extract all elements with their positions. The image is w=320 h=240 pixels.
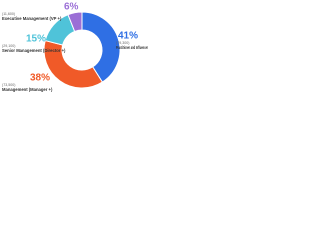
category-label: Management (Manager +) (2, 87, 53, 92)
category-label: Senior Management (Director +) (2, 48, 66, 53)
count-label: (29,100) (2, 44, 15, 48)
value-label: 38% (30, 73, 50, 84)
category-label: Executive Management (VP +) (2, 16, 62, 21)
value-label: 6% (64, 2, 79, 13)
value-label: 15% (26, 34, 46, 45)
value-label: 41% (118, 31, 138, 42)
chart: 41%(79,300)Practitioner and Influencer 38… (2, 2, 148, 92)
count-label: (73,500) (2, 83, 15, 87)
donut-segment (43, 39, 104, 89)
count-label: (11,600) (2, 12, 15, 16)
count-label: (79,300) (116, 41, 129, 45)
donut-segment (67, 11, 83, 33)
donut-segment (81, 11, 121, 83)
category-label: Practitioner and Influencer (116, 45, 148, 50)
